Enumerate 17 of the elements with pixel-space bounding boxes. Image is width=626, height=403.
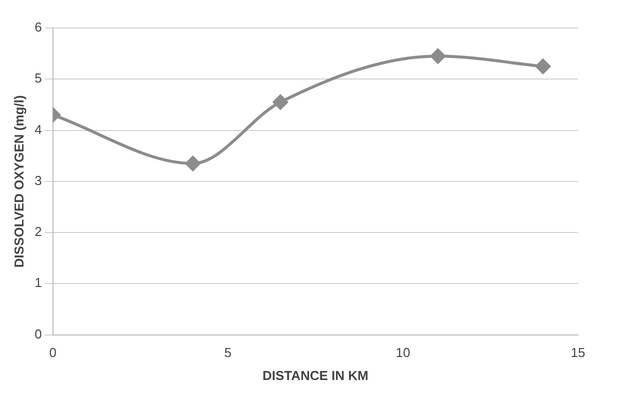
y-tick-label: 4 (34, 122, 42, 137)
y-tick-label: 5 (34, 70, 42, 86)
x-axis-title: DISTANCE IN KM (262, 368, 368, 383)
y-axis-title: DISSOLVED OXYGEN (mg/l) (11, 95, 26, 268)
x-tick-label: 5 (224, 345, 232, 360)
point (272, 94, 288, 110)
y-tick-label: 1 (34, 275, 42, 290)
x-tick-label: 0 (49, 345, 56, 360)
point (430, 48, 446, 64)
y-tick-label: 3 (34, 172, 42, 188)
x-tick-label: 10 (396, 345, 410, 360)
point (535, 58, 550, 74)
y-tick-label: 2 (34, 224, 42, 240)
x-tick-label: 15 (570, 345, 586, 360)
y-tick-label: 0 (34, 326, 42, 342)
y-tick-label: 6 (34, 20, 42, 35)
point (185, 156, 200, 172)
